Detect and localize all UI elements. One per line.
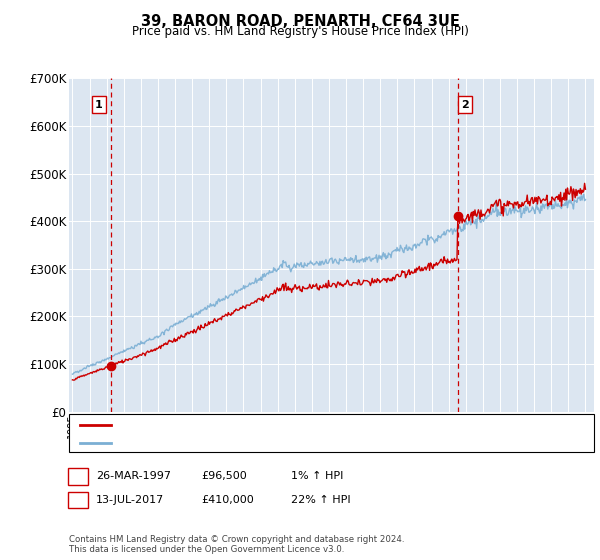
- Text: 1% ↑ HPI: 1% ↑ HPI: [291, 471, 343, 481]
- Text: 39, BARON ROAD, PENARTH, CF64 3UE: 39, BARON ROAD, PENARTH, CF64 3UE: [140, 14, 460, 29]
- Text: Contains HM Land Registry data © Crown copyright and database right 2024.
This d: Contains HM Land Registry data © Crown c…: [69, 535, 404, 554]
- Text: 2: 2: [74, 494, 82, 505]
- Text: 1: 1: [95, 100, 103, 110]
- Text: Price paid vs. HM Land Registry's House Price Index (HPI): Price paid vs. HM Land Registry's House …: [131, 25, 469, 38]
- Text: 39, BARON ROAD, PENARTH, CF64 3UE (detached house): 39, BARON ROAD, PENARTH, CF64 3UE (detac…: [116, 420, 428, 430]
- Text: £96,500: £96,500: [201, 471, 247, 481]
- Text: HPI: Average price, detached house, Vale of Glamorgan: HPI: Average price, detached house, Vale…: [116, 438, 419, 448]
- Text: 1: 1: [74, 471, 82, 481]
- Text: 13-JUL-2017: 13-JUL-2017: [96, 494, 164, 505]
- Text: £410,000: £410,000: [201, 494, 254, 505]
- Text: 22% ↑ HPI: 22% ↑ HPI: [291, 494, 350, 505]
- Text: 2: 2: [461, 100, 469, 110]
- Text: 26-MAR-1997: 26-MAR-1997: [96, 471, 171, 481]
